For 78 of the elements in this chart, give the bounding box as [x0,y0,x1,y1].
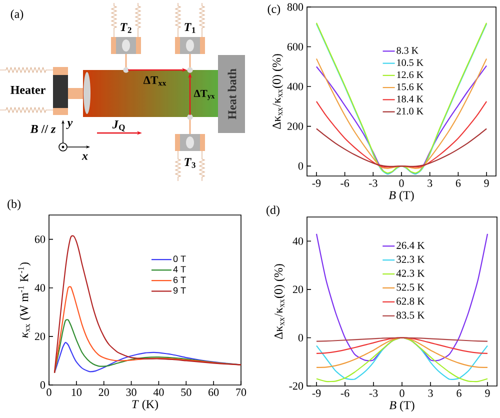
y-tick-label: 200 [287,122,304,130]
y-tick-label: 0 [298,162,304,170]
y-tick-label: 20 [34,332,46,340]
y-tick-label: 800 [287,3,304,11]
x-tick-label: 6 [456,180,461,187]
text: ΔT$_{xx}$ [143,76,166,86]
line-series [316,337,488,354]
x-tick-label: 0 [46,388,52,396]
text: J$_{Q}$ [112,120,125,132]
y-axis-title: Δκ$_{xx}$/κ$_{xx}$(0) (%) [272,54,284,130]
x-axis-title: B (T) [389,400,414,412]
legend-label: 4 T [173,266,186,272]
x-tick-label: -6 [340,390,350,397]
text: ΔT$_{yx}$ [194,90,215,100]
text: y [66,120,73,130]
x-tick-label: 9 [484,180,489,187]
x-tick-label: -9 [312,390,321,397]
y-tick-label: 400 [287,82,304,90]
y-tick-label: 60 [34,236,46,243]
text: x [82,154,88,160]
text: T$_{2}$ [120,23,132,33]
legend-label: 83.5 K [396,312,425,319]
x-tick-label: -3 [368,180,378,187]
legend-label: 42.3 K [396,270,425,277]
text: B // z [30,124,56,134]
legend-label: 21.0 K [396,108,424,115]
x-tick-label: 50 [181,388,192,396]
x-tick-label: -9 [312,180,321,187]
y-tick-label: 40 [292,237,304,245]
legend-label: 8.3 K [396,47,418,54]
legend-label: 52.5 K [396,284,425,291]
legend-label: 6 T [173,276,186,284]
y-tick-label: -20 [289,382,304,390]
line-series [316,337,488,368]
chart-title: (c) [268,4,280,16]
x-axis-title: T (K) [132,400,158,411]
x-tick-label: 0 [400,390,404,397]
legend-label: 15.6 K [397,83,424,90]
x-tick-label: 40 [153,388,164,396]
text: T$_{1}$ [184,23,196,33]
y-tick-label: 0 [298,334,304,342]
legend-label: 10.5 K [397,59,424,66]
x-tick-label: 3 [428,180,432,187]
legend-label: 12.6 K [397,71,424,78]
x-axis-title: B (T) [388,190,414,202]
text: T$_{3}$ [184,158,196,168]
line-series [54,235,242,374]
x-tick-label: 6 [456,390,462,397]
x-tick-label: 70 [236,388,246,396]
text: Heater [10,86,46,94]
text: Heat bath [228,68,236,120]
legend-label: 18.4 K [397,96,424,102]
legend-label: 9 T [173,287,186,294]
y-tick-label: 0 [40,381,46,389]
text: (a) [10,10,24,20]
y-tick-label: 20 [292,286,304,294]
x-tick-label: 20 [98,388,109,396]
x-tick-label: 9 [485,390,490,397]
legend-label: 62.8 K [396,298,425,305]
x-tick-label: 10 [72,388,82,396]
chart-title: (d) [266,206,280,216]
legend-label: 26.4 K [396,242,425,249]
x-tick-label: -3 [369,390,378,397]
x-tick-label: 60 [208,388,219,396]
line-series [54,286,242,374]
x-tick-label: 30 [126,388,136,396]
line-series [316,128,488,168]
x-tick-label: 3 [428,390,433,397]
x-tick-label: 0 [399,180,404,187]
legend-label: 0 T [173,256,186,262]
chart-title: (b) [8,200,21,210]
line-series [316,100,488,168]
y-tick-label: 40 [34,284,46,292]
x-tick-label: -6 [340,180,350,187]
y-axis-title: κ$_{xx}$ (W m$^{-1}$ K$^{-1}$) [18,262,31,338]
legend-label: 32.3 K [396,256,425,263]
y-axis-title: Δκ$_{xx}$/κ$_{xx}$(0) (%) [274,264,285,340]
y-tick-label: 600 [287,43,304,50]
